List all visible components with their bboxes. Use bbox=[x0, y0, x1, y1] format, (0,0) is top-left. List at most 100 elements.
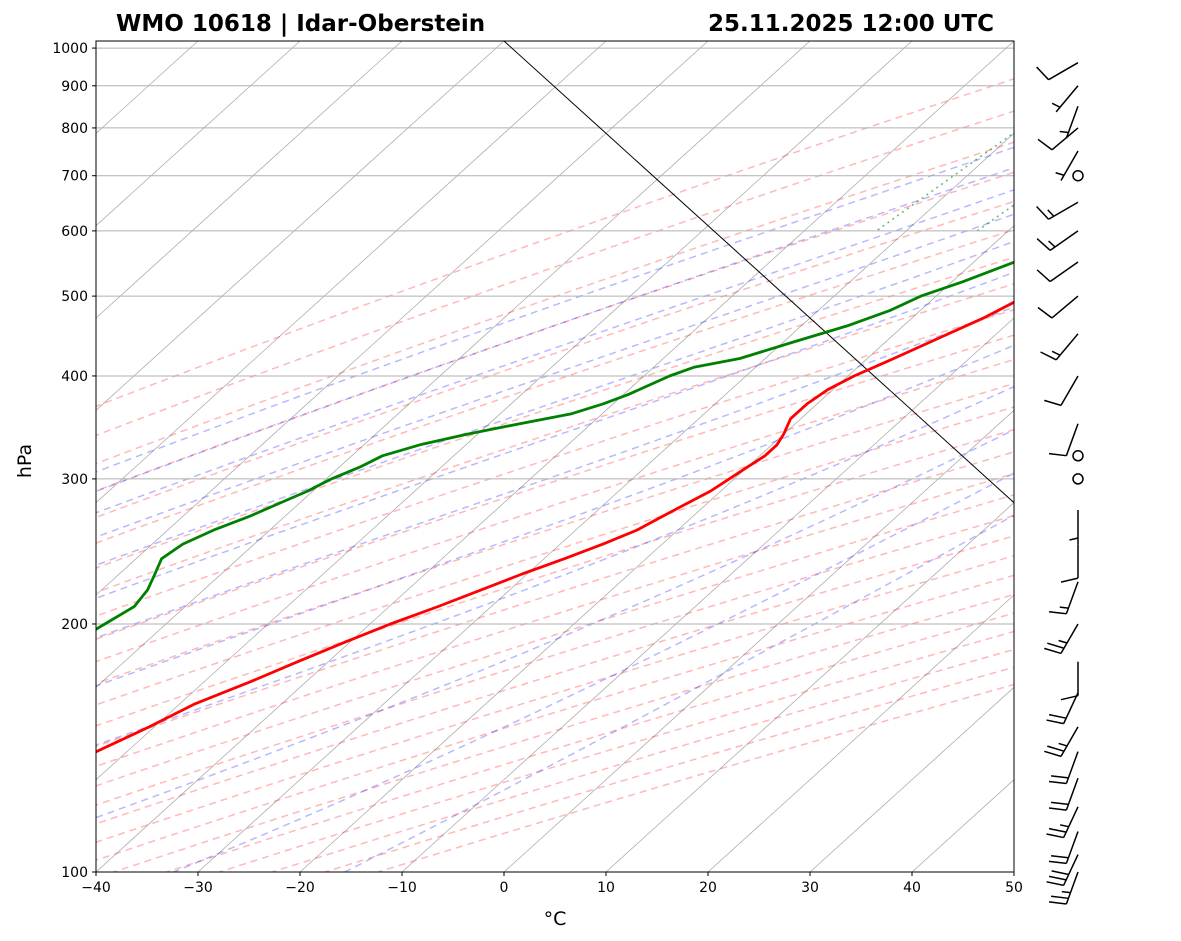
x-tick-label: 20 bbox=[699, 880, 717, 896]
barb-flag bbox=[1047, 642, 1065, 649]
x-tick-label: 40 bbox=[903, 880, 921, 896]
wind-barb bbox=[1055, 150, 1079, 181]
y-tick-label: 600 bbox=[61, 224, 88, 240]
x-axis-label: °C bbox=[544, 908, 567, 930]
moist-adiabat-line bbox=[96, 344, 1014, 687]
barb-flag bbox=[1048, 780, 1067, 785]
dry-adiabat-line bbox=[113, 593, 1014, 872]
x-tick-label: −30 bbox=[183, 880, 213, 896]
barb-flag bbox=[1050, 801, 1069, 806]
moist-adiabat-line bbox=[96, 428, 1014, 819]
x-tick-label: 0 bbox=[500, 880, 509, 896]
moist-adiabat-line bbox=[96, 189, 1014, 514]
barb-half-flag bbox=[1055, 172, 1065, 176]
y-tick-label: 500 bbox=[61, 289, 88, 305]
dry-adiabat-line bbox=[96, 200, 1014, 519]
barb-flag bbox=[1044, 647, 1062, 655]
barb-shaft bbox=[1065, 751, 1079, 784]
dry-adiabat-line bbox=[96, 256, 1014, 569]
barb-half-flag bbox=[1058, 742, 1068, 747]
barb-half-flag bbox=[1059, 606, 1069, 609]
y-tick-label: 700 bbox=[61, 169, 88, 185]
y-tick-label: 100 bbox=[61, 865, 88, 881]
wind-barbs bbox=[1036, 62, 1084, 905]
moist-adiabat-line bbox=[96, 385, 1014, 746]
background-reference-lines bbox=[96, 41, 1181, 872]
wind-barb bbox=[1036, 62, 1079, 81]
moist-adiabat-line bbox=[96, 166, 1014, 493]
barb-shaft bbox=[1065, 777, 1079, 811]
isotherm-line bbox=[401, 317, 1014, 872]
barb-flag bbox=[1036, 66, 1050, 81]
chart-title-datetime: 25.11.2025 12:00 UTC bbox=[708, 11, 994, 37]
barb-flag bbox=[1037, 138, 1053, 151]
mixing-ratio-line bbox=[1148, 41, 1181, 231]
isotherm-line bbox=[1013, 871, 1014, 872]
isotherm-line bbox=[605, 502, 1014, 872]
barb-shaft bbox=[1060, 150, 1079, 181]
moist-adiabat-line bbox=[96, 271, 1014, 600]
y-tick-label: 800 bbox=[61, 121, 88, 137]
barb-flag bbox=[1044, 750, 1062, 758]
barb-half-flag bbox=[1048, 240, 1056, 248]
dry-adiabat-line bbox=[219, 630, 1014, 872]
wind-barb bbox=[1037, 127, 1079, 151]
barb-half-flag bbox=[1051, 102, 1061, 108]
dry-adiabat-line bbox=[96, 428, 1014, 727]
dry-adiabat-line bbox=[96, 283, 1014, 594]
wind-barb bbox=[1048, 777, 1079, 811]
isotherm-line bbox=[197, 132, 1014, 872]
isotherm-line bbox=[96, 41, 301, 227]
barb-flag bbox=[1048, 610, 1067, 615]
barb-flag bbox=[1051, 870, 1069, 876]
dewpoint-profile-line bbox=[96, 260, 1014, 631]
dry-adiabat-line bbox=[96, 309, 1014, 617]
y-axis-ticks: 1000 900 800 700 600 500 400 300 200 100 bbox=[52, 41, 96, 881]
moist-adiabat-line bbox=[96, 146, 1014, 473]
dry-adiabat-line bbox=[96, 494, 1014, 787]
barb-shaft bbox=[1060, 623, 1079, 654]
barb-shaft bbox=[1051, 127, 1079, 151]
barb-half-flag bbox=[1058, 639, 1068, 644]
barb-flag bbox=[1037, 306, 1053, 319]
chart-title-station: WMO 10618 | Idar-Oberstein bbox=[116, 11, 485, 37]
sounding-profiles bbox=[96, 41, 1014, 754]
y-tick-label: 400 bbox=[61, 369, 88, 385]
barb-flag bbox=[1046, 881, 1064, 887]
barb-shaft bbox=[1049, 230, 1079, 251]
dry-adiabat-line bbox=[96, 514, 1014, 806]
mixing-ratio-line bbox=[976, 204, 1014, 232]
isotherm-line bbox=[96, 41, 403, 319]
barb-flag bbox=[1048, 827, 1067, 833]
y-tick-label: 200 bbox=[61, 617, 88, 633]
isotherm-line bbox=[911, 779, 1014, 872]
barb-shaft bbox=[1051, 295, 1079, 319]
wind-barb bbox=[1069, 510, 1079, 545]
wind-barb bbox=[1048, 423, 1079, 457]
x-tick-label: −20 bbox=[285, 880, 315, 896]
wind-barb bbox=[1040, 333, 1079, 361]
barb-flag bbox=[1044, 399, 1062, 407]
dry-adiabat-line bbox=[96, 451, 1014, 748]
dry-adiabat-line bbox=[96, 382, 1014, 685]
barb-flag bbox=[1048, 713, 1067, 719]
x-tick-label: 50 bbox=[1005, 880, 1023, 896]
isotherm-line bbox=[809, 686, 1014, 872]
plot-frame bbox=[95, 40, 1015, 873]
wind-barb bbox=[1044, 623, 1079, 655]
moist-adiabat-line bbox=[96, 213, 1014, 538]
wind-barb bbox=[1072, 169, 1084, 182]
isotherm-line bbox=[96, 41, 1014, 872]
barb-shaft bbox=[1055, 85, 1079, 113]
barb-half-flag bbox=[1069, 537, 1079, 541]
x-tick-label: 10 bbox=[597, 880, 615, 896]
barb-shaft bbox=[1062, 806, 1079, 838]
y-tick-label: 300 bbox=[61, 472, 88, 488]
isotherm-line bbox=[1116, 41, 1181, 872]
isotherm-line bbox=[707, 594, 1014, 872]
calm-circle bbox=[1072, 169, 1084, 182]
dry-adiabat-line bbox=[271, 648, 1014, 872]
y-tick-label: 900 bbox=[61, 79, 88, 95]
barb-flag bbox=[1036, 269, 1051, 283]
